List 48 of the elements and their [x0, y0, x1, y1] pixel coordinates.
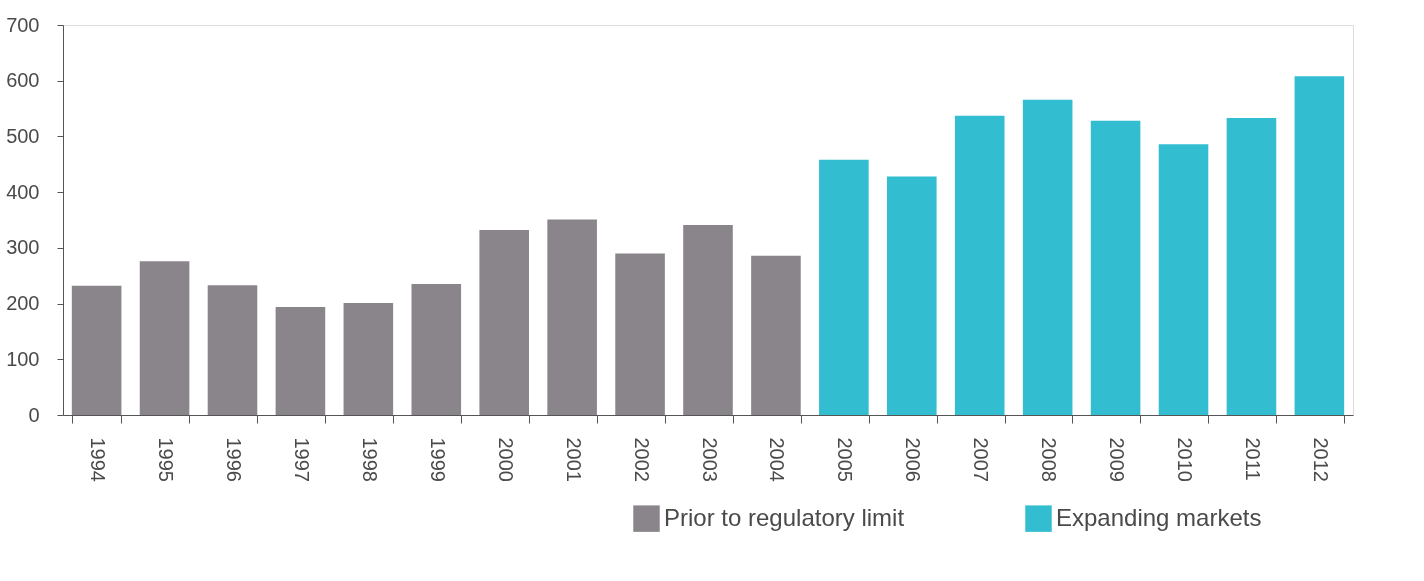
x-tick-label: 2002	[630, 437, 653, 482]
y-tick-label: 0	[28, 403, 40, 426]
bar	[887, 176, 937, 415]
bar	[1090, 120, 1141, 415]
x-tick-label: 2007	[970, 437, 993, 482]
x-tick-label: 2012	[1309, 437, 1332, 482]
x-tick-label: 2011	[1241, 437, 1264, 481]
x-tick-label: 2009	[1106, 437, 1129, 482]
x-tick-label: 2010	[1174, 437, 1197, 482]
x-tick-label: 2005	[834, 437, 857, 482]
x-tick-label: 1996	[222, 437, 245, 482]
bar	[1022, 99, 1073, 415]
x-tick-label: 2003	[698, 437, 721, 482]
bar	[275, 306, 326, 415]
bar	[751, 255, 801, 415]
x-tick-label: 1997	[290, 437, 313, 482]
bar	[1226, 118, 1277, 415]
x-tick-label: 1999	[426, 437, 449, 482]
x-tick-label: 2008	[1038, 437, 1061, 482]
bar	[1158, 144, 1209, 415]
y-tick-label: 300	[6, 236, 40, 259]
x-tick-label: 2001	[562, 437, 585, 482]
legend-label: Prior to regulatory limit	[664, 503, 905, 531]
y-tick-label: 200	[6, 292, 40, 315]
x-tick-label: 1998	[358, 437, 381, 482]
bar	[683, 225, 733, 415]
bar	[207, 285, 258, 415]
y-tick-label: 400	[6, 180, 40, 203]
y-tick-label: 100	[6, 347, 40, 370]
bar	[615, 253, 665, 415]
bar	[819, 159, 869, 415]
bar	[343, 303, 394, 415]
x-tick-label: 2006	[902, 437, 925, 482]
y-tick-label: 600	[6, 69, 40, 92]
bar	[479, 230, 529, 415]
x-tick-label: 1994	[87, 437, 110, 482]
y-tick-label: 500	[6, 124, 40, 147]
x-tick-label: 2000	[494, 437, 517, 482]
x-tick-label: 2004	[766, 437, 789, 482]
bar	[71, 285, 122, 415]
bar	[954, 115, 1005, 415]
y-tick-label: 700	[6, 13, 40, 36]
legend-label: Expanding markets	[1056, 503, 1262, 531]
x-tick-label: 1995	[155, 437, 178, 482]
bar	[1294, 76, 1345, 415]
bar	[139, 261, 190, 415]
bar	[547, 219, 597, 415]
bar	[411, 284, 462, 415]
